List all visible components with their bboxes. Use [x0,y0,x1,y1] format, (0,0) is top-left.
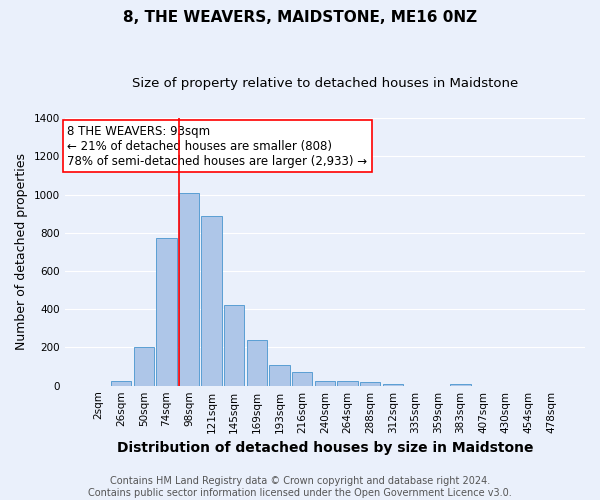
Title: Size of property relative to detached houses in Maidstone: Size of property relative to detached ho… [132,78,518,90]
Bar [383,384,403,386]
Text: 8, THE WEAVERS, MAIDSTONE, ME16 0NZ: 8, THE WEAVERS, MAIDSTONE, ME16 0NZ [123,10,477,25]
Bar [179,192,199,386]
Y-axis label: Number of detached properties: Number of detached properties [15,154,28,350]
Bar [247,340,267,386]
Bar [111,382,131,386]
X-axis label: Distribution of detached houses by size in Maidstone: Distribution of detached houses by size … [116,441,533,455]
Text: Contains HM Land Registry data © Crown copyright and database right 2024.
Contai: Contains HM Land Registry data © Crown c… [88,476,512,498]
Bar [314,381,335,386]
Text: 8 THE WEAVERS: 93sqm
← 21% of detached houses are smaller (808)
78% of semi-deta: 8 THE WEAVERS: 93sqm ← 21% of detached h… [67,124,367,168]
Bar [337,380,358,386]
Bar [292,372,313,386]
Bar [202,216,222,386]
Bar [156,238,176,386]
Bar [269,364,290,386]
Bar [224,306,244,386]
Bar [360,382,380,386]
Bar [451,384,471,386]
Bar [134,348,154,386]
